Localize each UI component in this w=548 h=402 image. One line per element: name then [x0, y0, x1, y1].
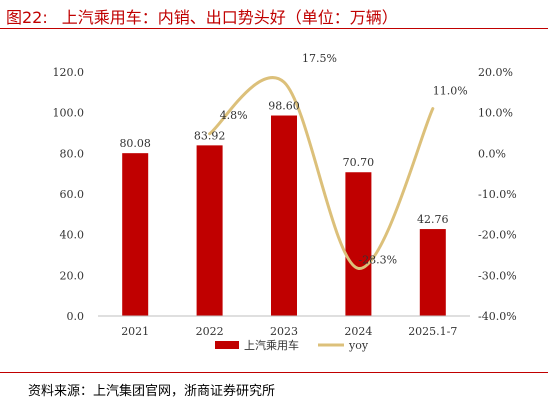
- bar-data-label: 83.92: [194, 129, 226, 142]
- x-axis-tick-label: 2023: [270, 325, 298, 338]
- left-axis-tick-label: 60.0: [60, 188, 85, 201]
- right-axis-tick-label: -30.0%: [478, 269, 517, 282]
- bar: [419, 229, 446, 316]
- bar-data-label: 80.08: [119, 137, 151, 150]
- x-axis-tick-label: 2025.1-7: [408, 325, 457, 338]
- legend-bar-label: 上汽乘用车: [244, 338, 299, 352]
- right-axis-tick-label: 10.0%: [478, 107, 513, 120]
- source-divider: [0, 372, 548, 373]
- bar: [122, 153, 149, 316]
- bar: [271, 115, 297, 316]
- yoy-data-label: 17.5%: [302, 52, 337, 65]
- bar-data-label: 98.60: [268, 100, 300, 113]
- bar: [196, 145, 223, 316]
- yoy-data-label: 4.8%: [220, 109, 248, 122]
- legend-bar-swatch: [215, 341, 239, 349]
- right-axis-tick-label: -40.0%: [478, 310, 517, 323]
- bar-data-label: 42.76: [417, 213, 449, 226]
- x-axis-tick-label: 2024: [344, 325, 372, 338]
- bar: [345, 172, 372, 316]
- right-axis-tick-label: -20.0%: [478, 229, 517, 242]
- yoy-data-label: 11.0%: [433, 85, 468, 98]
- source-note: 资料来源：上汽集团官网，浙商证券研究所: [28, 384, 276, 399]
- yoy-data-label: -28.3%: [358, 253, 397, 266]
- title-divider: [0, 28, 548, 29]
- x-axis-tick-label: 2021: [121, 325, 149, 338]
- left-axis-tick-label: 120.0: [53, 66, 85, 79]
- yoy-line: [208, 76, 435, 270]
- x-axis-tick-label: 2022: [196, 325, 224, 338]
- left-axis-tick-label: 20.0: [60, 269, 85, 282]
- figure-title-text: 上汽乘用车：内销、出口势头好（单位：万辆）: [61, 8, 398, 27]
- left-axis-tick-label: 100.0: [53, 107, 85, 120]
- right-axis-tick-label: -10.0%: [478, 188, 517, 201]
- left-axis-tick-label: 80.0: [60, 147, 85, 160]
- figure-title: 图22: 上汽乘用车：内销、出口势头好（单位：万辆）: [6, 4, 398, 28]
- bar-data-label: 70.70: [343, 156, 375, 169]
- right-axis-tick-label: 20.0%: [478, 66, 513, 79]
- left-axis-tick-label: 40.0: [60, 229, 85, 242]
- figure-label: 图22:: [6, 8, 48, 27]
- right-axis-tick-label: 0.0%: [478, 147, 506, 160]
- legend-line-label: yoy: [348, 339, 369, 352]
- left-axis-tick-label: 0.0: [67, 310, 85, 323]
